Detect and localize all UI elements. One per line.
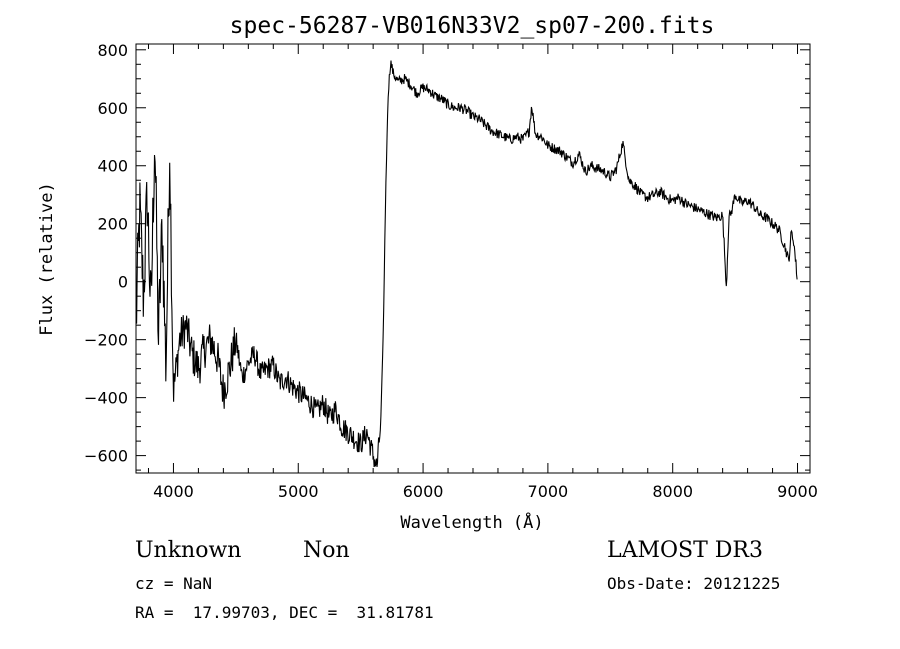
y-tick-label: 600 — [97, 99, 128, 118]
x-axis-ticks — [147, 44, 799, 473]
y-axis-tick-labels: −600 −400 −200 0 200 400 600 800 — [84, 41, 128, 466]
survey-release: LAMOST DR3 — [607, 538, 763, 563]
y-tick-label: 200 — [97, 215, 128, 234]
y-tick-label: 800 — [97, 41, 128, 60]
x-tick-label: 6000 — [403, 482, 444, 501]
y-tick-label: −200 — [84, 331, 128, 350]
x-tick-label: 9000 — [777, 482, 818, 501]
spectrum-line — [135, 60, 798, 468]
y-tick-label: −400 — [84, 389, 128, 408]
y-axis-label: Flux (relative) — [37, 182, 57, 336]
y-tick-label: 0 — [118, 273, 128, 292]
x-axis-tick-labels: 4000 5000 6000 7000 8000 9000 — [153, 482, 818, 501]
x-tick-label: 8000 — [652, 482, 693, 501]
redshift-label: cz = NaN — [135, 574, 213, 593]
x-axis-label: Wavelength (Å) — [400, 511, 543, 533]
object-class: Unknown — [135, 538, 242, 563]
observation-date: Obs-Date: 20121225 — [607, 574, 781, 593]
coordinates: RA = 17.99703, DEC = 31.81781 — [135, 603, 434, 622]
y-tick-label: 400 — [97, 157, 128, 176]
y-tick-label: −600 — [84, 447, 128, 466]
x-tick-label: 4000 — [153, 482, 194, 501]
chart-title: spec-56287-VB016N33V2_sp07-200.fits — [230, 13, 715, 39]
x-tick-label: 5000 — [278, 482, 319, 501]
x-tick-label: 7000 — [528, 482, 569, 501]
plot-frame — [135, 43, 811, 474]
object-subclass: Non — [303, 538, 350, 563]
